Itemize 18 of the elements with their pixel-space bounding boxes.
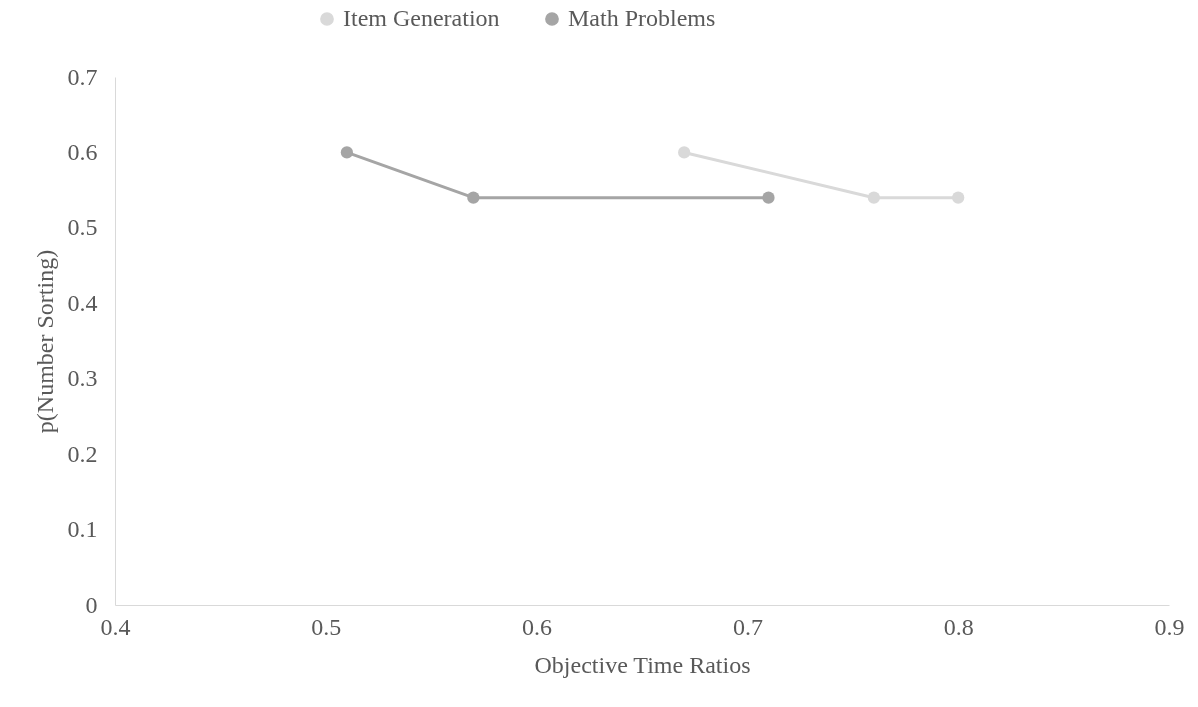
legend-label: Item Generation <box>343 5 500 31</box>
x-tick-label: 0.9 <box>1154 613 1185 640</box>
y-tick-label: 0.6 <box>67 138 98 165</box>
y-tick-label: 0.3 <box>67 365 98 392</box>
x-tick-label: 0.6 <box>522 613 553 640</box>
x-tick-label: 0.8 <box>943 613 974 640</box>
x-axis-title: Objective Time Ratios <box>534 651 751 678</box>
y-tick-label: 0.7 <box>67 63 98 90</box>
x-tick-label: 0.4 <box>100 613 131 640</box>
y-tick-label: 0.2 <box>67 440 98 467</box>
y-tick-label: 0.4 <box>67 289 98 316</box>
x-tick-label: 0.5 <box>311 613 342 640</box>
y-tick-label: 0.1 <box>67 516 98 543</box>
y-axis-title: p(Number Sorting) <box>31 249 58 434</box>
y-tick-label: 0.5 <box>67 214 98 241</box>
legend-label: Math Problems <box>568 5 716 31</box>
x-tick-label: 0.7 <box>732 613 763 640</box>
y-tick-label: 0 <box>85 591 98 618</box>
